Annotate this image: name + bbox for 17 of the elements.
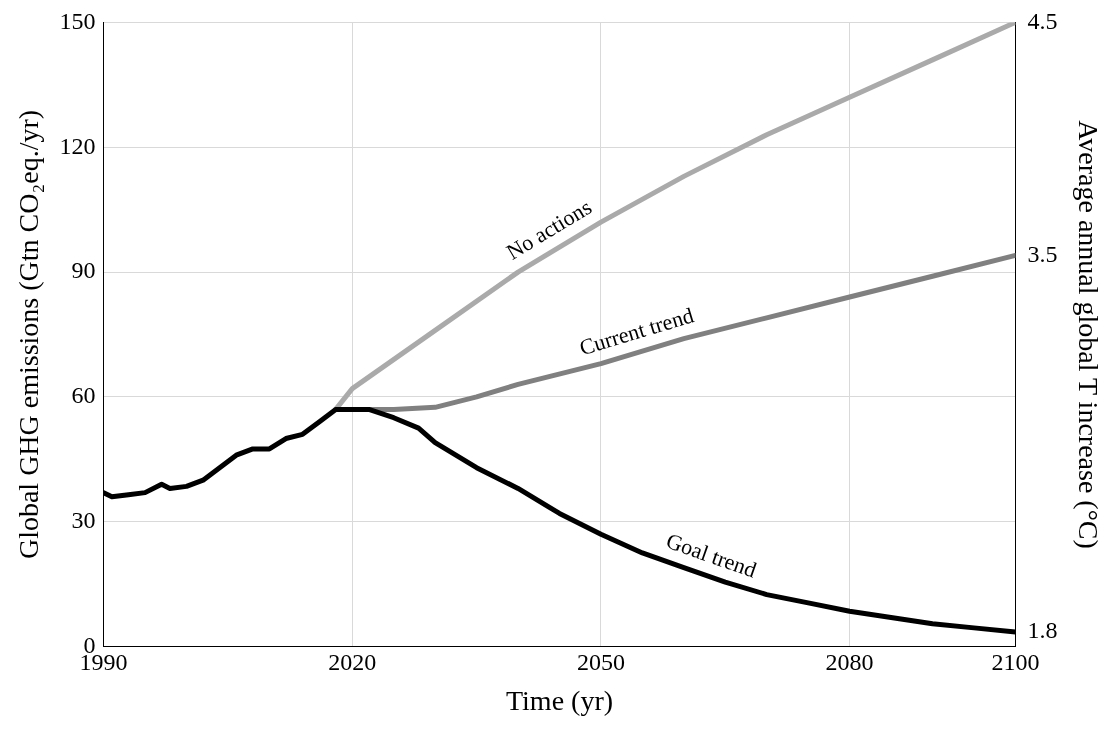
x-tick-label: 2080 [825, 649, 874, 676]
y-tick-label: 150 [59, 7, 96, 34]
x-tick-label: 2050 [576, 649, 625, 676]
y-tick-label: 120 [59, 132, 96, 159]
y-axis-title: Global GHG emissions (Gtn CO₂eq./yr) [13, 109, 45, 560]
x-tick-label: 2100 [991, 649, 1040, 676]
text: 4.5 [1027, 7, 1058, 34]
text: Current trend [576, 302, 697, 361]
y-tick-label: 30 [71, 507, 96, 534]
y-tick-label: 90 [71, 257, 96, 284]
text: 1.8 [1027, 617, 1058, 644]
text: Goal trend [663, 527, 760, 583]
x-tick-label: 2020 [328, 649, 377, 676]
x-axis-title: Time (yr) [505, 684, 614, 716]
y-tick-label: 60 [71, 382, 96, 409]
text: 3.5 [1027, 240, 1058, 267]
y2-axis-title: Average annual global T increase (°C) [1072, 120, 1104, 549]
